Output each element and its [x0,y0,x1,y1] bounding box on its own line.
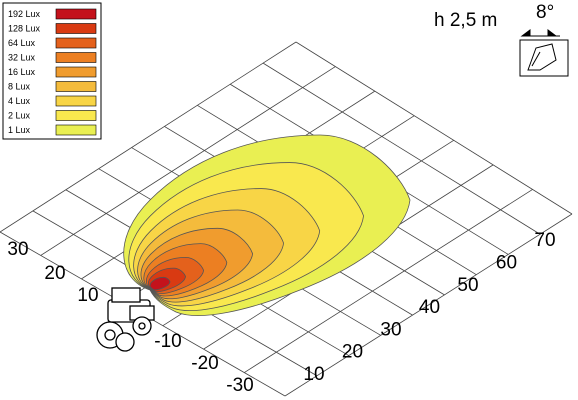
right-axis-label: 20 [342,342,363,363]
left-axis-label: -30 [226,375,253,396]
left-axis-label: -20 [191,353,218,374]
grid-line [284,213,573,397]
tractor-icon [96,287,155,352]
grid-line [295,41,573,215]
legend-swatch [55,37,97,49]
legend-label: 2 Lux [8,111,31,121]
right-axis-label: 30 [380,319,401,340]
left-axis-label: 20 [44,263,65,284]
mount-height: h 2,5 m [434,10,497,31]
legend-swatch [55,124,97,136]
legend-label: 32 Lux [8,53,36,63]
legend-label: 4 Lux [8,96,31,106]
right-axis-label: 50 [457,275,478,296]
right-axis-label: 40 [419,297,440,318]
legend-swatch [55,81,97,92]
legend-swatch [55,95,97,107]
legend-swatch [55,23,97,34]
legend-label: 128 Lux [8,24,41,34]
legend: 192 Lux 128 Lux 64 Lux 32 Lux 16 Lux 8 Lux 4 L… [8,8,97,136]
grid-line [262,62,541,235]
mount-angle: 8° [536,2,554,23]
legend-swatch [55,52,97,63]
legend-label: 192 Lux [8,9,41,19]
axis-labels: 30 20 10 -10 -20 -30 10 20 30 40 50 60 70 [7,230,555,396]
right-axis-label: 10 [303,364,324,385]
legend-label: 16 Lux [8,67,36,77]
grid-line [244,189,533,373]
mount-icon [519,29,569,77]
left-axis-label: 10 [77,285,98,306]
right-axis-label: 60 [496,253,517,274]
grid-line [40,66,336,256]
grid-line [0,41,297,233]
legend-label: 8 Lux [8,82,31,92]
lux-contour [149,276,171,291]
legend-swatch [55,66,97,78]
left-axis-label: 30 [7,239,28,260]
lux-contours [123,134,411,316]
legend-label: 1 Lux [8,125,31,135]
left-axis-label: -10 [154,331,181,352]
right-axis-label: 70 [534,230,555,251]
legend-label: 64 Lux [8,38,36,48]
legend-swatch [55,110,97,121]
legend-swatch [55,8,97,20]
